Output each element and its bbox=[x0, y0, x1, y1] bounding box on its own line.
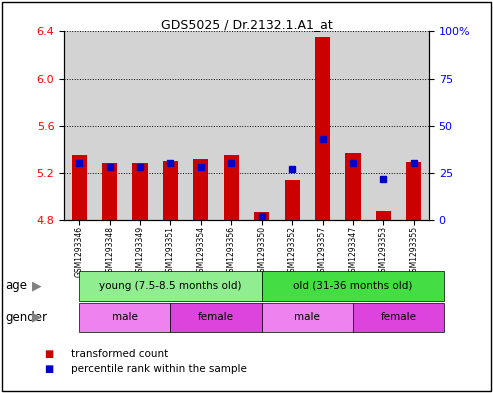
Text: percentile rank within the sample: percentile rank within the sample bbox=[71, 364, 247, 375]
Text: gender: gender bbox=[5, 311, 47, 324]
Text: male: male bbox=[294, 312, 320, 322]
Bar bbox=[224, 155, 239, 220]
Text: ■: ■ bbox=[44, 349, 54, 359]
Text: young (7.5-8.5 months old): young (7.5-8.5 months old) bbox=[99, 281, 242, 291]
Text: old (31-36 months old): old (31-36 months old) bbox=[293, 281, 413, 291]
Bar bbox=[284, 180, 300, 220]
Text: ▶: ▶ bbox=[32, 311, 42, 324]
Text: GDS5025 / Dr.2132.1.A1_at: GDS5025 / Dr.2132.1.A1_at bbox=[161, 18, 332, 31]
Text: age: age bbox=[5, 279, 27, 292]
Bar bbox=[133, 163, 148, 220]
Text: female: female bbox=[198, 312, 234, 322]
Text: female: female bbox=[381, 312, 417, 322]
Bar bbox=[193, 159, 209, 220]
Text: male: male bbox=[112, 312, 138, 322]
Text: transformed count: transformed count bbox=[71, 349, 169, 359]
Text: ■: ■ bbox=[44, 364, 54, 375]
Bar bbox=[163, 161, 178, 220]
Bar bbox=[71, 155, 87, 220]
Text: ▶: ▶ bbox=[32, 279, 42, 292]
Bar bbox=[345, 153, 360, 220]
Bar bbox=[102, 163, 117, 220]
Bar bbox=[254, 212, 269, 220]
Bar bbox=[376, 211, 391, 220]
Bar bbox=[315, 37, 330, 220]
Bar bbox=[406, 162, 422, 220]
